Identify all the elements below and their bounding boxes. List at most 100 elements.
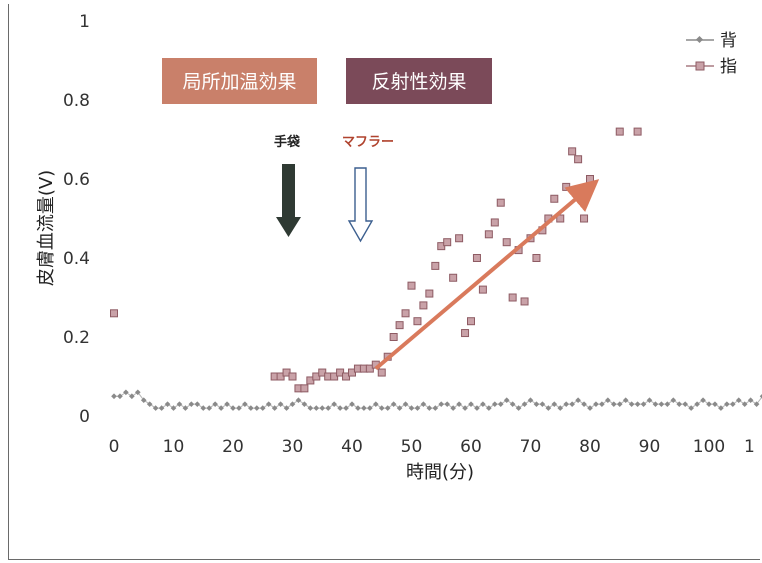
series-back-point — [146, 401, 153, 407]
series-back-point — [664, 401, 671, 407]
gloves-arrow-icon — [276, 164, 301, 237]
series-back-point — [432, 405, 439, 411]
series-back-point — [271, 405, 278, 411]
series-back-point — [253, 405, 260, 411]
x-tick-label: 90 — [639, 437, 661, 457]
annotation-local-heating-text: 局所加温効果 — [182, 71, 296, 93]
series-back-point — [515, 405, 522, 411]
series-back-point — [372, 401, 379, 407]
series-finger-point — [431, 261, 440, 270]
series-back-point — [259, 405, 266, 411]
series-back-point — [503, 397, 510, 404]
y-axis-title: 皮膚血流量(V) — [36, 170, 57, 286]
series-finger-point — [300, 384, 309, 393]
series-back-point — [129, 393, 135, 400]
y-tick-label: 0 — [79, 407, 90, 427]
series-back-point — [367, 405, 373, 411]
y-tick-label: 0.2 — [63, 328, 90, 348]
series-back-point — [497, 401, 504, 407]
series-back-point — [474, 405, 480, 411]
series-back-point — [194, 401, 201, 407]
series-back-point — [343, 405, 349, 411]
series-back-point — [456, 401, 462, 407]
legend-back-label: 背 — [720, 31, 737, 51]
series-back-point — [236, 405, 242, 411]
series-finger-point — [461, 329, 470, 338]
series-back-point — [676, 401, 683, 407]
series-back-point — [384, 405, 391, 411]
series-back-point — [759, 393, 762, 400]
annotation-local-heating-box — [162, 58, 317, 104]
series-finger-point — [401, 309, 410, 318]
x-tick-label: 50 — [401, 437, 423, 457]
y-tick-label: 0.4 — [63, 249, 90, 269]
series-back-point — [170, 405, 177, 411]
muffler-arrow-icon — [347, 167, 374, 243]
series-back-point — [378, 405, 385, 411]
series-back-point — [491, 401, 498, 407]
series-back-point — [724, 401, 730, 407]
series-back-point — [265, 401, 272, 407]
series-back-point — [361, 405, 367, 411]
series-finger-point — [389, 333, 398, 341]
series-back-point — [575, 397, 581, 404]
series-back-point — [450, 405, 456, 411]
series-back-point — [581, 401, 587, 407]
annotation-reflex: 反射性効果 — [346, 58, 492, 104]
series-finger-point — [556, 214, 565, 223]
series-back-point — [735, 397, 742, 404]
series-back-point — [414, 405, 421, 411]
x-tick-label: 0 — [109, 437, 120, 457]
series-back-point — [426, 405, 433, 411]
series-back-point — [402, 401, 409, 407]
series-finger-point — [496, 198, 505, 207]
x-tick-label: 30 — [282, 437, 304, 457]
series-back-point — [390, 401, 397, 407]
series-back-point — [134, 389, 141, 396]
series-back-point — [700, 397, 706, 404]
x-axis-title: 時間(分) — [406, 462, 474, 483]
series-back-point — [545, 405, 552, 411]
annotation-reflex-text: 反射性効果 — [371, 71, 466, 93]
x-tick-label: 80 — [579, 437, 601, 457]
series-back-point — [622, 397, 629, 404]
series-finger-point — [502, 238, 511, 247]
series-back-point — [218, 405, 224, 411]
series-finger-point — [449, 273, 458, 282]
series-back-point — [741, 401, 748, 407]
legend-finger-marker — [695, 61, 705, 71]
series-back-point — [408, 405, 415, 411]
series-back-point — [325, 405, 332, 411]
series-finger-point — [580, 214, 589, 223]
series-back-point — [289, 401, 296, 407]
series-back-point — [301, 401, 308, 407]
x-tick-label: 10 — [163, 437, 185, 457]
x-tick-label: 100 — [693, 437, 725, 457]
series-back-point — [176, 401, 183, 407]
series-back-point — [569, 401, 575, 407]
series-finger-point — [467, 317, 475, 326]
x-tick-label: 60 — [460, 437, 482, 457]
series-back-point — [605, 397, 611, 404]
series-finger-point — [568, 147, 577, 156]
series-back-point — [652, 401, 659, 407]
legend-finger-label: 指 — [720, 57, 737, 77]
series-back-point — [587, 405, 593, 411]
series-finger-point — [472, 254, 481, 262]
series-back-point — [152, 405, 159, 411]
series-back-point — [521, 401, 528, 407]
series-back-point — [468, 401, 474, 407]
series-back-point — [706, 401, 712, 407]
x-tick-label: 20 — [222, 437, 244, 457]
y-tick-label: 1 — [79, 12, 90, 32]
series-back-point — [753, 401, 760, 407]
series-back-point — [610, 401, 617, 407]
series-back-point — [634, 401, 641, 407]
series-finger-point — [455, 234, 464, 243]
series-back-point — [140, 397, 147, 404]
series-back-point — [248, 405, 254, 411]
series-back-point — [230, 405, 236, 411]
series-finger-point — [574, 155, 583, 164]
x-tick-label: 70 — [520, 437, 542, 457]
